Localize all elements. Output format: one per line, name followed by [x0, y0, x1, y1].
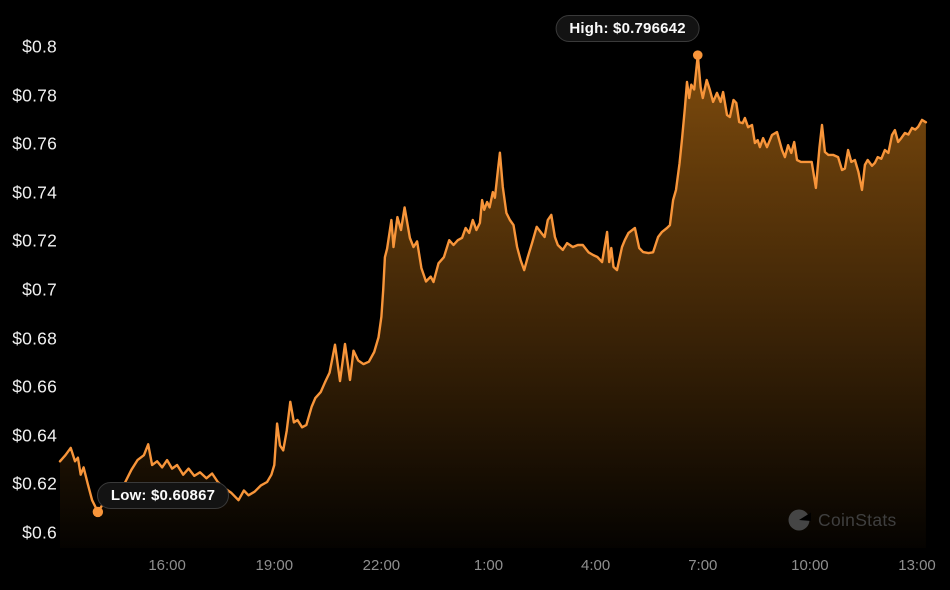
y-axis-label: $0.78 — [12, 85, 57, 106]
y-axis-label: $0.66 — [12, 376, 57, 397]
y-axis-label: $0.8 — [22, 36, 57, 57]
y-axis-label: $0.68 — [12, 328, 57, 349]
coinstats-watermark: CoinStats — [787, 508, 897, 532]
x-axis-label: 10:00 — [791, 557, 829, 574]
high-tooltip-label: High: $0.796642 — [569, 20, 686, 38]
price-area-fill — [60, 55, 926, 548]
y-axis-label: $0.6 — [22, 522, 57, 543]
high-point-marker — [692, 50, 703, 60]
low-tooltip-label: Low: $0.60867 — [110, 486, 216, 504]
high-tooltip: High: $0.796642 — [555, 15, 700, 43]
low-point-marker — [92, 506, 104, 518]
watermark-text: CoinStats — [818, 509, 897, 530]
y-axis-label: $0.72 — [12, 230, 57, 251]
x-axis-label: 16:00 — [148, 557, 186, 574]
low-tooltip: Low: $0.60867 — [96, 481, 230, 509]
y-axis-label: $0.64 — [12, 425, 57, 446]
y-axis-label: $0.62 — [12, 473, 57, 494]
x-axis-label: 22:00 — [362, 557, 401, 574]
coinstats-logo-icon — [788, 509, 811, 531]
y-axis-label: $0.74 — [12, 182, 57, 203]
x-axis-label: 13:00 — [898, 557, 936, 574]
y-axis-label: $0.76 — [12, 133, 57, 154]
y-axis-label: $0.7 — [22, 279, 57, 300]
x-axis-label: 4:00 — [580, 557, 611, 574]
x-axis-label: 7:00 — [688, 557, 718, 574]
x-axis-label: 1:00 — [473, 557, 504, 574]
x-axis-label: 19:00 — [255, 557, 294, 574]
price-line — [58, 54, 928, 514]
